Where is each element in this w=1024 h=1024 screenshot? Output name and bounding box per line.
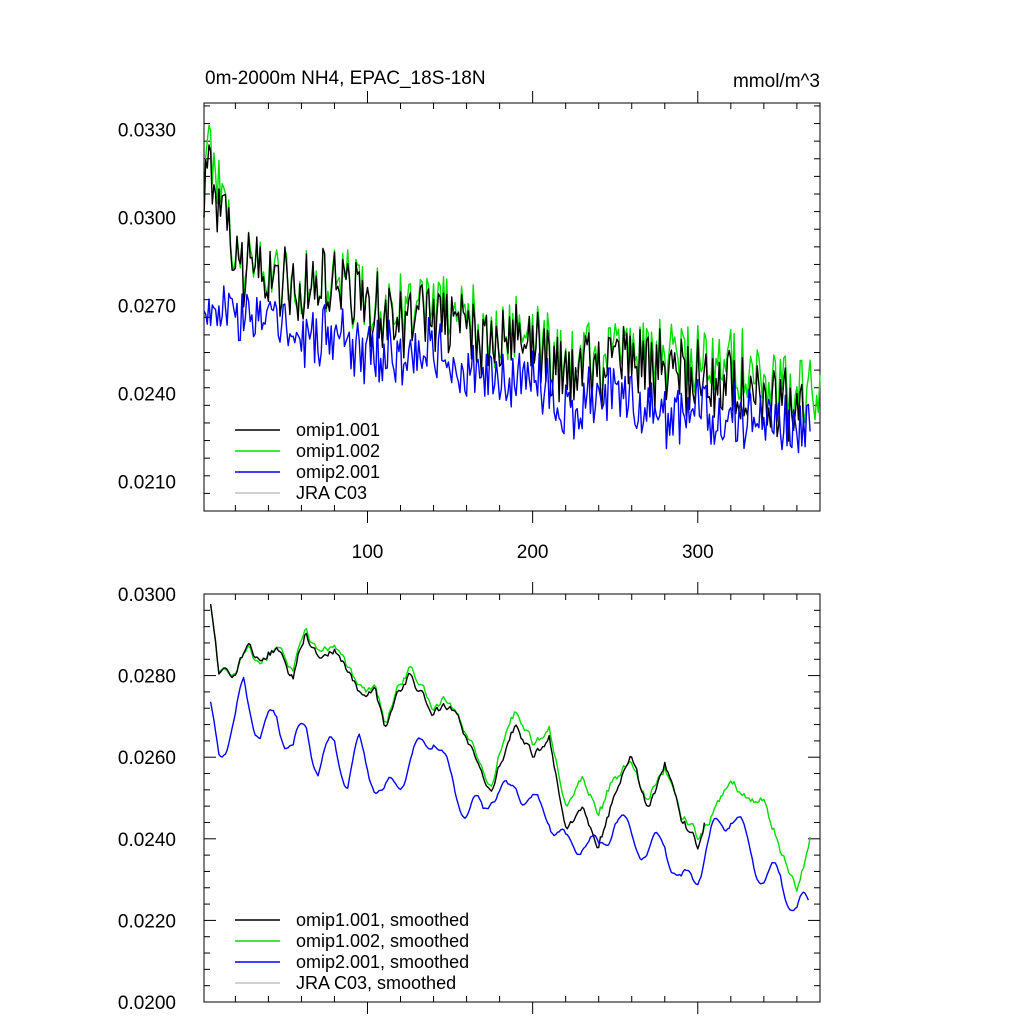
bottom-axis-ticks: 0.0200 0.0220 0.0240 0.0260 0.0280 0.0300 [118,582,820,1014]
top-legend-label: omip1.002 [296,441,380,461]
bottom-ytick-label: 0.0200 [118,993,176,1014]
top-legend-label: omip1.001 [296,420,380,440]
top-ytick-label: 0.0300 [118,208,176,229]
bottom-ytick-label: 0.0220 [118,911,176,932]
top-chart-units: mmol/m^3 [733,71,820,92]
top-series-group [203,124,821,454]
top-ytick-label: 0.0330 [118,120,176,141]
top-legend-label: JRA C03 [296,483,367,503]
top-xtick-label: 200 [517,542,549,563]
bottom-series-line-0 [209,603,706,850]
bottom-panel: 0.0200 0.0220 0.0240 0.0260 0.0280 0.0300 omi… [118,582,821,1014]
bottom-series-line-1 [209,603,811,892]
top-ytick-label: 0.0240 [118,385,176,406]
bottom-legend-label: omip1.001, smoothed [296,910,469,930]
bottom-legend-label: omip2.001, smoothed [296,952,469,972]
top-axis-ticks: 0.0210 0.0240 0.0270 0.0300 0.0330 100 200 300 [118,91,820,563]
bottom-ytick-label: 0.0300 [118,585,176,606]
top-chart-title: 0m-2000m NH4, EPAC_18S-18N [205,68,486,89]
top-xtick-label: 100 [352,542,384,563]
bottom-legend-label: omip1.002, smoothed [296,931,469,951]
top-series-line-2 [203,285,811,454]
top-ytick-label: 0.0270 [118,297,176,318]
top-xtick-label: 300 [682,542,714,563]
top-legend-label: omip2.001 [296,462,380,482]
bottom-ytick-label: 0.0260 [118,748,176,769]
top-panel: 0m-2000m NH4, EPAC_18S-18N mmol/m^3 0.02… [118,68,821,563]
bottom-ytick-label: 0.0240 [118,830,176,851]
top-ytick-label: 0.0210 [118,473,176,494]
bottom-series-group [209,603,811,912]
bottom-plot-frame [203,593,821,1003]
bottom-ytick-label: 0.0280 [118,667,176,688]
top-plot-frame [203,102,821,512]
bottom-legend-label: JRA C03, smoothed [296,973,456,993]
top-series-line-0 [203,144,806,442]
bottom-series-line-2 [209,676,810,912]
